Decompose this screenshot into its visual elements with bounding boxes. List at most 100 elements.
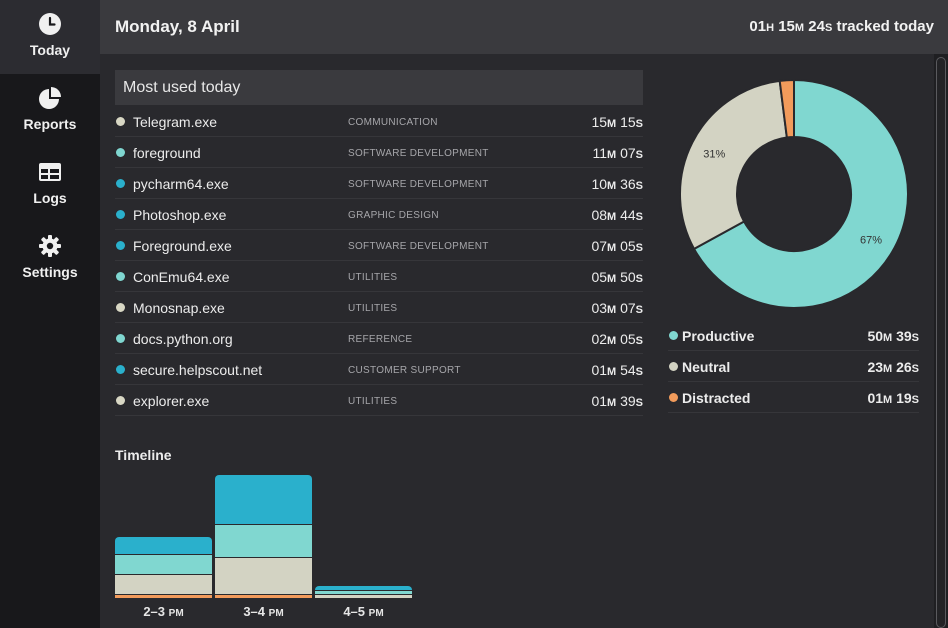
- app-duration: 15M 15S: [591, 114, 643, 130]
- app-name: Foreground.exe: [133, 238, 232, 254]
- summary-row: Neutral 23M 26S: [668, 351, 919, 382]
- sidebar-item-logs[interactable]: Logs: [0, 148, 100, 222]
- app-duration: 07M 05S: [591, 238, 643, 254]
- timeline-bar[interactable]: [115, 537, 212, 598]
- app-category: UTILITIES: [348, 272, 398, 283]
- sidebar-item-today[interactable]: Today: [0, 0, 100, 74]
- list-item[interactable]: explorer.exe UTILITIES 01M 39S: [115, 385, 643, 416]
- app-category: REFERENCE: [348, 334, 413, 345]
- legend-color-dot: [669, 393, 678, 402]
- timeline-segment: [115, 554, 212, 574]
- summary-label: Neutral: [682, 359, 731, 375]
- summary-label: Distracted: [682, 390, 751, 406]
- timeline-segment: [215, 475, 312, 524]
- category-color-dot: [116, 210, 125, 219]
- tracked-today-total: 01H 15M 24S tracked today: [749, 18, 934, 35]
- timeline-bar[interactable]: [315, 586, 412, 598]
- timeline-bar[interactable]: [215, 475, 312, 598]
- list-item[interactable]: Telegram.exe COMMUNICATION 15M 15S: [115, 106, 643, 137]
- timeline-segment: [215, 594, 312, 598]
- category-color-dot: [116, 241, 125, 250]
- pie-slice[interactable]: [679, 79, 788, 251]
- category-color-dot: [116, 148, 125, 157]
- category-color-dot: [116, 334, 125, 343]
- sidebar-item-label: Settings: [22, 264, 78, 280]
- app-name: Monosnap.exe: [133, 300, 225, 316]
- list-item[interactable]: Monosnap.exe UTILITIES 03M 07S: [115, 292, 643, 323]
- app-name: secure.helpscout.net: [133, 362, 263, 378]
- app-duration: 02M 05S: [591, 331, 643, 347]
- pie-slice-label: 31%: [703, 148, 725, 160]
- header: Monday, 8 April 01H 15M 24S tracked toda…: [100, 0, 948, 54]
- app-category: UTILITIES: [348, 303, 398, 314]
- pie-slice[interactable]: [692, 78, 909, 309]
- list-item[interactable]: ConEmu64.exe UTILITIES 05M 50S: [115, 261, 643, 292]
- app-duration: 05M 50S: [591, 269, 643, 285]
- timeline-segment: [215, 524, 312, 557]
- app-name: foreground: [133, 145, 201, 161]
- page-title: Monday, 8 April: [115, 17, 240, 36]
- timeline-title: Timeline: [115, 447, 172, 463]
- summary-duration: 01M 19S: [867, 390, 919, 406]
- summary-row: Distracted 01M 19S: [668, 382, 919, 413]
- app-category: GRAPHIC DESIGN: [348, 210, 439, 221]
- most-used-list: Telegram.exe COMMUNICATION 15M 15S foregrou…: [115, 106, 643, 416]
- gear-icon: [39, 235, 61, 257]
- app-duration: 08M 44S: [591, 207, 643, 223]
- pie-slice-label: 67%: [860, 235, 882, 247]
- pie-slice[interactable]: [778, 78, 795, 139]
- clock-icon: [39, 13, 61, 35]
- app-duration: 01M 39S: [591, 393, 643, 409]
- timeline-segment: [115, 574, 212, 594]
- pie-chart-icon: [39, 87, 61, 109]
- list-item[interactable]: secure.helpscout.net CUSTOMER SUPPORT 01M …: [115, 354, 643, 385]
- app-name: Photoshop.exe: [133, 207, 227, 223]
- app-name: ConEmu64.exe: [133, 269, 230, 285]
- scrollbar[interactable]: [934, 54, 948, 628]
- scrollbar-thumb[interactable]: [936, 57, 946, 628]
- app-category: SOFTWARE DEVELOPMENT: [348, 241, 489, 252]
- timeline-hour-label: 2–3 PM: [143, 604, 184, 619]
- sidebar-item-label: Logs: [33, 190, 67, 206]
- timeline-segment: [215, 557, 312, 594]
- table-icon: [39, 163, 61, 181]
- list-item[interactable]: Photoshop.exe GRAPHIC DESIGN 08M 44S: [115, 199, 643, 230]
- app-duration: 10M 36S: [591, 176, 643, 192]
- app-duration: 11M 07S: [592, 145, 643, 161]
- category-color-dot: [116, 365, 125, 374]
- category-color-dot: [116, 179, 125, 188]
- sidebar: Today Reports Logs: [0, 0, 100, 628]
- category-color-dot: [116, 396, 125, 405]
- timeline-segment: [315, 586, 412, 590]
- category-color-dot: [116, 272, 125, 281]
- list-item[interactable]: Foreground.exe SOFTWARE DEVELOPMENT 07M 05…: [115, 230, 643, 261]
- timeline-segment: [315, 590, 412, 594]
- timeline-segment: [115, 537, 212, 554]
- sidebar-item-label: Reports: [23, 116, 77, 132]
- app-duration: 01M 54S: [591, 362, 643, 378]
- app-category: CUSTOMER SUPPORT: [348, 365, 461, 376]
- summary-label: Productive: [682, 328, 755, 344]
- list-item[interactable]: foreground SOFTWARE DEVELOPMENT 11M 07S: [115, 137, 643, 168]
- most-used-header: Most used today: [115, 70, 643, 105]
- timeline-hour-label: 3–4 PM: [243, 604, 284, 619]
- summary-duration: 50M 39S: [867, 328, 919, 344]
- legend-color-dot: [669, 331, 678, 340]
- legend-color-dot: [669, 362, 678, 371]
- category-color-dot: [116, 303, 125, 312]
- app-name: pycharm64.exe: [133, 176, 229, 192]
- productivity-summary-list: Productive 50M 39S Neutral 23M 26S Distracte…: [668, 320, 919, 413]
- app-category: COMMUNICATION: [348, 117, 438, 128]
- sidebar-item-reports[interactable]: Reports: [0, 74, 100, 148]
- app-name: docs.python.org: [133, 331, 233, 347]
- summary-duration: 23M 26S: [867, 359, 919, 375]
- list-item[interactable]: pycharm64.exe SOFTWARE DEVELOPMENT 10M 36S: [115, 168, 643, 199]
- productivity-donut-chart: 67% 31%: [679, 78, 909, 309]
- sidebar-item-settings[interactable]: Settings: [0, 222, 100, 296]
- timeline-segment: [315, 594, 412, 598]
- app-category: UTILITIES: [348, 396, 398, 407]
- app-name: Telegram.exe: [133, 114, 218, 130]
- app-duration: 03M 07S: [591, 300, 643, 316]
- list-item[interactable]: docs.python.org REFERENCE 02M 05S: [115, 323, 643, 354]
- app-name: explorer.exe: [133, 393, 210, 409]
